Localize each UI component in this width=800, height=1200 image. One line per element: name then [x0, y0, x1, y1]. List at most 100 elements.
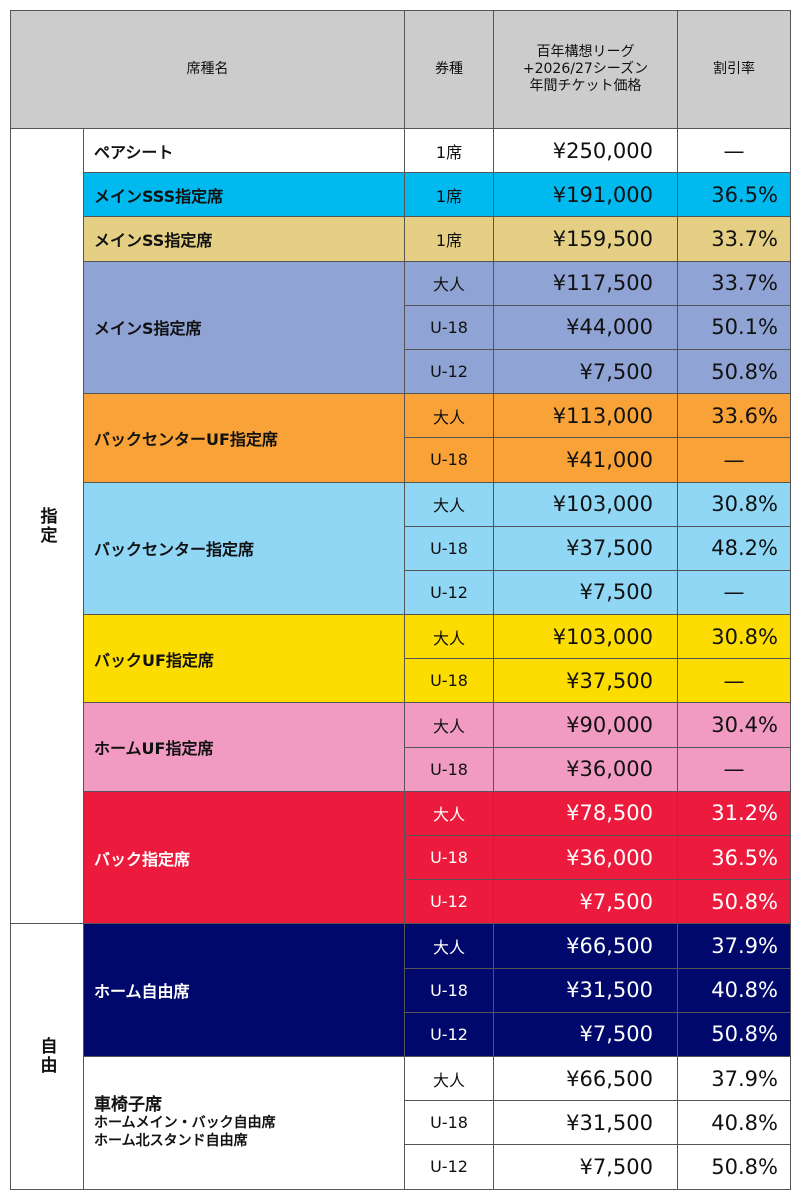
seat-name: メインSS指定席 — [83, 216, 405, 262]
ticket-type: U-18 — [404, 746, 494, 792]
ticket-type: U-18 — [404, 1100, 494, 1146]
discount-rate: — — [677, 658, 791, 704]
discount-rate: 33.7% — [677, 216, 791, 262]
price: ¥7,500 — [493, 569, 678, 616]
table-row: U-18 ¥31,500 40.8% — [11, 967, 791, 1013]
header-price-line: +2026/27シーズン — [522, 61, 649, 77]
ticket-type: 大人 — [404, 481, 494, 527]
seat-name-line: 車椅子席 — [94, 1094, 162, 1115]
price: ¥41,000 — [493, 437, 678, 483]
table-row: 指定 ペアシート 1席 ¥250,000— — [10, 127, 791, 925]
seat-name-line: ホームメイン・バック自由席 — [94, 1114, 276, 1131]
price: ¥36,000 — [493, 746, 678, 792]
table-row: U-18 ¥37,500— — [11, 658, 791, 704]
ticket-type: U-18 — [404, 658, 494, 704]
header-price-line: 百年構想リーグ — [536, 44, 635, 60]
price: ¥117,500 — [493, 260, 678, 306]
ticket-type: 大人 — [404, 790, 494, 837]
discount-rate: 48.2% — [677, 525, 791, 571]
discount-rate: 37.9% — [677, 1055, 791, 1102]
table-row: バック指定席 大人 ¥78,500 31.2% — [11, 790, 791, 925]
price: ¥250,000 — [493, 127, 678, 174]
ticket-type: U-12 — [404, 569, 494, 616]
price: ¥90,000 — [493, 702, 678, 748]
price: ¥103,000 — [493, 614, 678, 660]
table-row: U-18 ¥37,500 48.2% — [11, 525, 791, 571]
price: ¥191,000 — [493, 172, 678, 218]
seat-name: バック指定席 — [83, 790, 405, 925]
price: ¥37,500 — [493, 525, 678, 571]
seat-name: ペアシート — [83, 127, 405, 174]
ticket-type: U-18 — [404, 304, 494, 350]
discount-rate: 31.2% — [677, 790, 791, 837]
discount-rate: — — [677, 127, 791, 174]
price: ¥7,500 — [493, 879, 678, 925]
discount-rate: 36.5% — [677, 172, 791, 218]
discount-rate: 33.6% — [677, 393, 791, 439]
discount-rate: 30.8% — [677, 614, 791, 660]
table-row: U-12 ¥7,500 50.8% — [11, 1011, 791, 1057]
ticket-type: 大人 — [404, 1055, 494, 1102]
seat-name-line: ホーム北スタンド自由席 — [94, 1132, 248, 1149]
discount-rate: 40.8% — [677, 967, 791, 1013]
price: ¥36,000 — [493, 834, 678, 881]
table-row: U-12 ¥7,500 50.8% — [11, 1144, 791, 1190]
table-row: U-18 ¥36,000 36.5% — [11, 834, 791, 881]
ticket-type: 大人 — [404, 702, 494, 748]
table-row: ホームUF指定席 大人 ¥90,000 30.4% — [11, 702, 791, 792]
table-row: メインSS指定席 1席 ¥159,500 33.7% — [11, 216, 791, 262]
table-row: U-12 ¥7,500— — [11, 569, 791, 616]
discount-rate: 40.8% — [677, 1100, 791, 1146]
ticket-type: U-12 — [404, 348, 494, 395]
category-label: 指定 — [10, 127, 84, 925]
seat-name: 車椅子席 ホームメイン・バック自由席 ホーム北スタンド自由席 — [83, 1055, 405, 1190]
discount-rate: 33.7% — [677, 260, 791, 306]
header-seat-name: 席種名 — [10, 10, 405, 129]
discount-rate: 30.4% — [677, 702, 791, 748]
discount-rate: 50.8% — [677, 1011, 791, 1057]
price: ¥113,000 — [493, 393, 678, 439]
ticket-type: 大人 — [404, 393, 494, 439]
seat-name: バックセンター指定席 — [83, 481, 405, 616]
ticket-type: U-18 — [404, 437, 494, 483]
discount-rate: — — [677, 569, 791, 616]
discount-rate: 50.8% — [677, 879, 791, 925]
price: ¥103,000 — [493, 481, 678, 527]
price: ¥37,500 — [493, 658, 678, 704]
discount-rate: 50.1% — [677, 304, 791, 350]
price: ¥31,500 — [493, 1100, 678, 1146]
table-row: バックUF指定席 大人 ¥103,000 30.8% — [11, 614, 791, 704]
table-row: メインS指定席 大人 ¥117,500 33.7% — [11, 260, 791, 395]
seat-name: ホーム自由席 — [83, 923, 405, 1057]
table-row: U-12 ¥7,500 50.8% — [11, 348, 791, 395]
ticket-type: 大人 — [404, 260, 494, 306]
header-price-line: 年間チケット価格 — [529, 78, 642, 94]
discount-rate: — — [677, 746, 791, 792]
table-row: 自由 ホーム自由席 大人 ¥66,500 37.9% — [10, 923, 791, 1190]
table-row: U-12 ¥7,500 50.8% — [11, 879, 791, 925]
discount-rate: 37.9% — [677, 923, 791, 969]
table-row: U-18 ¥44,000 50.1% — [11, 304, 791, 350]
seat-name: バックセンターUF指定席 — [83, 393, 405, 483]
table-row: U-18 ¥36,000— — [11, 746, 791, 792]
ticket-type: U-18 — [404, 967, 494, 1013]
header-discount: 割引率 — [677, 10, 791, 129]
seat-name: メインSSS指定席 — [83, 172, 405, 218]
ticket-type: U-12 — [404, 1144, 494, 1190]
price: ¥44,000 — [493, 304, 678, 350]
seat-name: ホームUF指定席 — [83, 702, 405, 792]
ticket-type: 大人 — [404, 923, 494, 969]
table-row: バックセンター指定席 大人 ¥103,000 30.8% — [11, 481, 791, 616]
price: ¥66,500 — [493, 1055, 678, 1102]
price: ¥31,500 — [493, 967, 678, 1013]
ticket-price-table: 席種名 券種 百年構想リーグ +2026/27シーズン 年間チケット価格 割引率… — [10, 10, 791, 1190]
ticket-type: U-18 — [404, 834, 494, 881]
discount-rate: 30.8% — [677, 481, 791, 527]
price: ¥7,500 — [493, 348, 678, 395]
ticket-type: 1席 — [404, 172, 494, 218]
table-body: 指定 ペアシート 1席 ¥250,000— メインSSS指定席 1席 ¥191,000 36.… — [10, 127, 791, 1190]
discount-rate: — — [677, 437, 791, 483]
ticket-type: U-12 — [404, 1011, 494, 1057]
table-row: U-18 ¥31,500 40.8% — [11, 1100, 791, 1146]
table-row: U-18 ¥41,000— — [11, 437, 791, 483]
